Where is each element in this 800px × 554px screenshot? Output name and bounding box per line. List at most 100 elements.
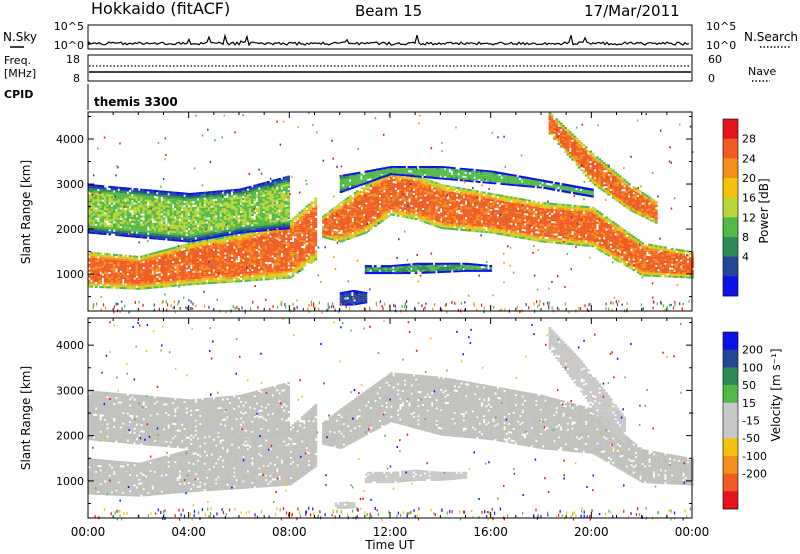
heatmap-cell <box>244 269 247 272</box>
heatmap-cell <box>185 196 189 199</box>
heatmap-cell <box>390 182 393 185</box>
heatmap-cell <box>280 230 284 233</box>
heatmap-cell <box>403 207 407 210</box>
heatmap-cell <box>430 213 434 216</box>
heatmap-cell <box>353 235 357 238</box>
heatmap-cell <box>235 230 238 233</box>
heatmap-cell <box>424 213 427 215</box>
heatmap-cell <box>255 241 259 244</box>
heatmap-cell <box>110 276 114 279</box>
heatmap-cell <box>212 254 216 257</box>
heatmap-cell <box>251 205 254 208</box>
heatmap-cell <box>266 252 270 255</box>
heatmap-cell <box>187 271 191 274</box>
heatmap-cell <box>212 207 216 210</box>
heatmap-cell <box>176 225 179 228</box>
heatmap-cell <box>269 243 272 246</box>
heatmap-cell <box>210 238 213 241</box>
heatmap-cell <box>140 219 143 222</box>
heatmap-cell <box>253 190 256 193</box>
heatmap-cell <box>108 257 112 260</box>
heatmap-cell <box>158 267 161 270</box>
heatmap-cell <box>253 240 256 243</box>
heatmap-cell <box>417 216 420 219</box>
heatmap-cell <box>351 230 355 233</box>
heatmap-cell <box>237 237 241 240</box>
heatmap-cell <box>196 235 200 237</box>
heatmap-cell <box>194 251 198 254</box>
heatmap-cell <box>305 228 309 231</box>
heatmap-cell <box>135 265 139 268</box>
heatmap-cell <box>342 214 346 217</box>
heatmap-cell <box>131 218 134 221</box>
heatmap-cell <box>142 221 146 224</box>
heatmap-cell <box>183 198 186 201</box>
heatmap-cell <box>255 224 259 227</box>
heatmap-cell <box>344 216 348 219</box>
heatmap-cell <box>140 223 143 226</box>
heatmap-cell <box>280 246 284 249</box>
heatmap-cell <box>106 206 109 209</box>
heatmap-cell <box>176 272 179 275</box>
heatmap-cell <box>307 257 311 260</box>
heatmap-cell <box>192 213 195 216</box>
heatmap-cell <box>242 243 245 246</box>
heatmap-cell <box>412 182 416 185</box>
heatmap-cell <box>119 260 123 263</box>
heatmap-cell <box>94 264 98 267</box>
heatmap-cell <box>124 269 127 271</box>
heatmap-cell <box>237 207 241 210</box>
heatmap-cell <box>217 245 220 248</box>
heatmap-cell <box>142 197 146 200</box>
heatmap-cell <box>401 176 404 179</box>
heatmap-cell <box>183 250 186 252</box>
heatmap-cell <box>171 282 175 285</box>
heatmap-cell <box>183 263 186 266</box>
heatmap-cell <box>328 210 332 213</box>
heatmap-cell <box>244 277 247 280</box>
heatmap-cell <box>223 240 227 243</box>
heatmap-cell <box>223 266 227 269</box>
heatmap-cell <box>303 209 306 212</box>
heatmap-cell <box>374 212 377 215</box>
heatmap-cell <box>160 279 164 282</box>
heatmap-cell <box>126 265 130 268</box>
heatmap-cell <box>273 195 277 198</box>
heatmap-cell <box>226 189 229 192</box>
heatmap-cell <box>183 281 186 284</box>
heatmap-cell <box>140 236 143 239</box>
heatmap-cell <box>344 228 348 231</box>
heatmap-cell <box>199 196 202 199</box>
heatmap-cell <box>305 258 309 261</box>
heatmap-cell <box>294 242 297 245</box>
heatmap-cell <box>122 191 125 194</box>
heatmap-cell <box>255 271 259 273</box>
heatmap-cell <box>151 216 155 219</box>
heatmap-cell <box>201 262 204 265</box>
heatmap-cell <box>185 261 189 264</box>
heatmap-cell <box>221 202 225 205</box>
heatmap-cell <box>171 212 175 215</box>
heatmap-cell <box>385 182 389 185</box>
heatmap-cell <box>99 278 102 281</box>
heatmap-cell <box>310 205 313 208</box>
heatmap-cell <box>219 267 223 270</box>
heatmap-cell <box>262 192 266 195</box>
heatmap-cell <box>99 185 102 188</box>
heatmap-cell <box>153 282 157 285</box>
heatmap-cell <box>410 217 414 220</box>
heatmap-cell <box>417 198 420 201</box>
heatmap-cell <box>353 225 357 228</box>
heatmap-cell <box>223 193 227 196</box>
heatmap-cell <box>219 239 223 242</box>
heatmap-cell <box>424 204 427 207</box>
heatmap-cell <box>189 225 193 228</box>
heatmap-cell <box>276 271 279 274</box>
heatmap-cell <box>90 213 93 216</box>
heatmap-cell <box>203 260 207 263</box>
heatmap-cell <box>342 200 346 203</box>
heatmap-cell <box>287 234 290 237</box>
heatmap-cell <box>273 255 277 258</box>
heatmap-cell <box>273 191 277 194</box>
heatmap-cell <box>124 277 127 280</box>
